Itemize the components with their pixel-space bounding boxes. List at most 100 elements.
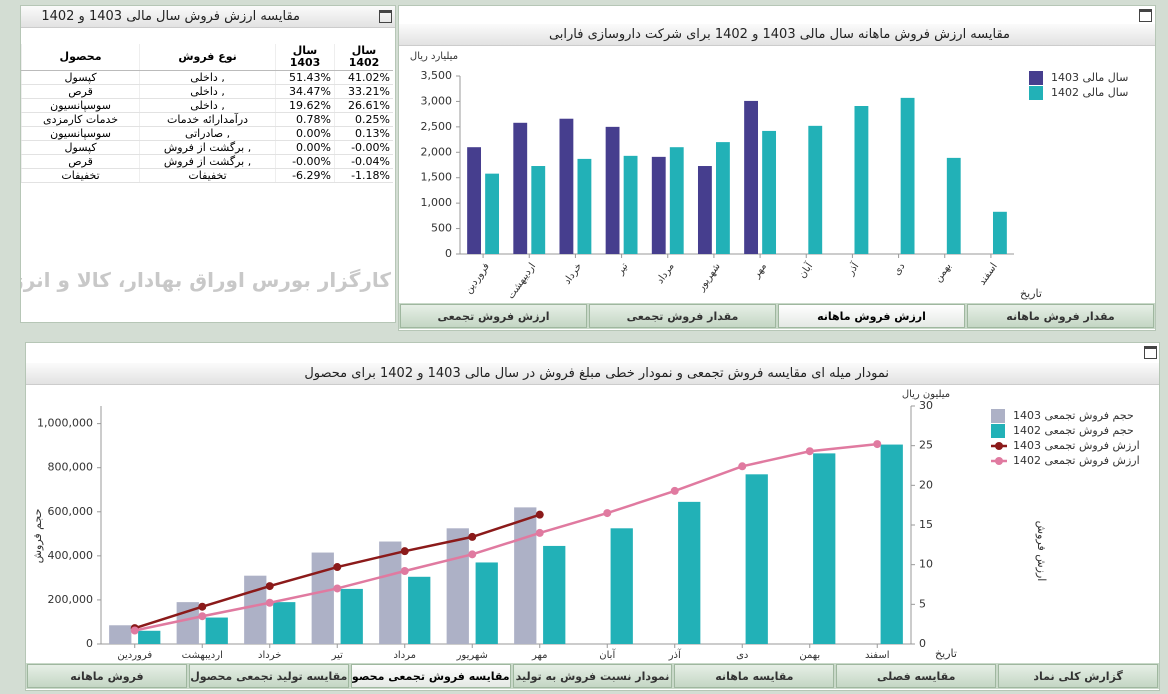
bar — [762, 130, 777, 254]
x-tick-label: اسفند — [865, 650, 889, 661]
maximize-button[interactable] — [1139, 9, 1152, 22]
x-tick-label: اردیبهشت — [506, 261, 539, 301]
table-cell: قرص — [21, 84, 140, 99]
header-row: محصول نوع فروش سال 1403 سال 1402 — [21, 44, 393, 71]
table-row: کپسول داخلی , 51.43% 41.02% — [21, 70, 393, 85]
column-header: سال 1402 — [334, 44, 393, 71]
table-cell: درآمدارائه خدمات — [139, 112, 276, 127]
table-cell: 51.43% — [275, 70, 335, 85]
line-point — [333, 584, 342, 593]
line-point — [535, 528, 544, 537]
legend-swatch — [995, 457, 1003, 465]
line-point — [670, 486, 679, 495]
line-point — [333, 563, 342, 572]
table-cell: برگشت از فروش , — [139, 140, 276, 155]
y-tick-label: 2,000 — [421, 145, 453, 158]
tab-bar: ارزش فروش تجمعی مقدار فروش تجمعی ارزش فروش… — [399, 303, 1155, 329]
x-tick-label: آذر — [843, 259, 862, 278]
y2-tick-label: 5 — [919, 597, 926, 610]
x-tick-label: خرداد — [562, 261, 584, 286]
legend-swatch — [1029, 71, 1043, 85]
bar — [900, 97, 915, 254]
maximize-button[interactable] — [379, 10, 392, 23]
table-row: تخفیفات تخفیفات -6.29% -1.18% — [21, 168, 393, 183]
tab[interactable]: ارزش فروش تجمعی — [400, 304, 587, 328]
tab[interactable]: مقایسه ماهانه — [674, 664, 835, 688]
tab[interactable]: فروش ماهانه — [27, 664, 187, 688]
line-point — [198, 602, 207, 611]
table-cell: 33.21% — [334, 84, 393, 99]
line-point — [805, 447, 814, 456]
bar — [808, 125, 823, 254]
x-tick-label: دی — [891, 261, 907, 277]
column-header: نوع فروش — [139, 44, 276, 71]
line-point — [468, 550, 477, 559]
table-cell: داخلی , — [139, 70, 276, 85]
y2-tick-label: 10 — [919, 558, 933, 571]
y2-axis-label: ارزش فروش — [1035, 521, 1048, 582]
y-tick-label: 500 — [431, 222, 452, 235]
x-tick-label: اردیبهشت — [182, 650, 223, 661]
bar — [138, 630, 161, 644]
line-point — [198, 612, 207, 621]
table-cell: سوسپانسیون — [21, 98, 140, 113]
bar — [244, 575, 267, 644]
bar — [467, 147, 482, 254]
chart: 0 500 1,000 1,500 2,000 2,500 3,000 3,500 فروردی… — [410, 51, 1128, 301]
tab[interactable]: مقایسه فروش تجمعی محصول — [350, 664, 511, 688]
x-tick-label: آبان — [599, 648, 616, 661]
y2-tick-label: 20 — [919, 478, 933, 491]
chart-title: نمودار میله ای مقایسه فروش تجمعی و نمودا… — [26, 363, 1159, 385]
x-tick-label: مرداد — [393, 650, 416, 661]
tab[interactable]: نمودار نسبت فروش به تولید — [512, 664, 673, 688]
x-tick-label: مهر — [751, 261, 769, 281]
x-tick-label: بهمن — [933, 261, 954, 284]
y-unit-label: میلیارد ریال — [410, 51, 458, 62]
tab[interactable]: مقایسه فصلی — [836, 664, 997, 688]
y2-tick-label: 25 — [919, 439, 933, 452]
tab[interactable]: مقدار فروش تجمعی — [589, 304, 776, 328]
y-axis-label: حجم فروش — [31, 509, 44, 564]
table-cell: تخفیفات — [139, 168, 276, 183]
tab[interactable]: مقدار فروش ماهانه — [967, 304, 1154, 328]
x-tick-label: خرداد — [258, 650, 281, 661]
x-tick-label: آبان — [795, 259, 815, 281]
watermark: کارگزار بورس اوراق بهادار، کالا و انرژی — [20, 268, 391, 292]
line-point — [873, 440, 882, 449]
table-row: خدمات کارمزدی درآمدارائه خدمات 0.78% 0.25% — [21, 112, 393, 127]
table-cell: کپسول — [21, 70, 140, 85]
bar — [340, 588, 363, 644]
table-cell: صادراتی , — [139, 126, 276, 141]
table-cell: -6.29% — [275, 168, 335, 183]
x-tick-label: فروردین — [463, 261, 492, 296]
x-axis-label: تاریخ — [1020, 287, 1042, 300]
table-cell: 26.61% — [334, 98, 393, 113]
y-tick-label: 1,500 — [421, 171, 453, 184]
table-cell: -0.00% — [334, 140, 393, 155]
bar — [514, 507, 537, 644]
bar — [992, 211, 1007, 254]
chart-panel: مقایسه ارزش فروش ماهانه سال مالی 1403 و … — [398, 5, 1156, 331]
table-cell: 0.00% — [275, 126, 335, 141]
tab[interactable]: گزارش کلی نماد — [998, 664, 1159, 688]
x-tick-label: تیر — [331, 650, 344, 661]
bar — [946, 157, 961, 254]
table-cell: 0.25% — [334, 112, 393, 127]
y-tick-label: 3,000 — [421, 94, 453, 107]
table-row: قرص داخلی , 34.47% 33.21% — [21, 84, 393, 99]
bar — [109, 625, 132, 644]
maximize-button[interactable] — [1144, 346, 1157, 359]
table-cell: کپسول — [21, 140, 140, 155]
table-row: قرص برگشت از فروش , -0.00% -0.04% — [21, 154, 393, 169]
x-tick-label: آذر — [668, 648, 682, 661]
bar — [669, 147, 684, 254]
bar — [273, 602, 296, 644]
chart: 0 200,000 400,000 600,000 800,000 1,000,000 0 5… — [31, 389, 1140, 661]
sales-table: محصول نوع فروش سال 1403 سال 1402 کپسول داخلی … — [21, 44, 393, 183]
table-cell: داخلی , — [139, 84, 276, 99]
tab[interactable]: مقایسه تولید تجمعی محصول — [188, 664, 349, 688]
line-point — [265, 598, 274, 607]
legend-label: ارزش فروش تجمعی 1403 — [1013, 439, 1140, 452]
tab[interactable]: ارزش فروش ماهانه — [778, 304, 965, 328]
